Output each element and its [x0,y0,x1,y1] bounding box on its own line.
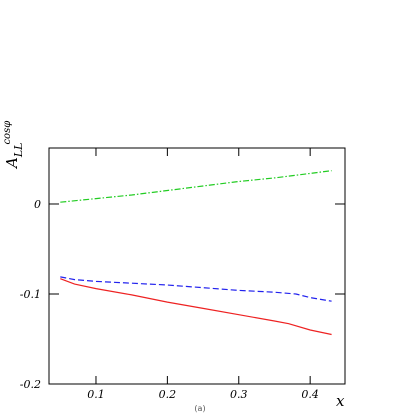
series-layer [60,170,332,336]
y-axis-title-sup: cosφ [2,121,13,145]
x-axis-ticks: 0.1 0.2 0.3 0.4 [87,148,319,401]
x-axis-title: x [336,392,345,410]
svg-text:ALLcosφ: ALLcosφ [2,121,25,170]
y-axis-title-sub: LL [12,143,25,159]
x-tick-label: 0.3 [230,388,248,401]
y-tick-label: -0.2 [20,378,41,391]
y-tick-label: -0.1 [20,288,41,301]
y-axis-title-main: A [3,157,21,170]
series-line-red-solid [60,278,332,336]
x-tick-label: 0.2 [159,388,177,401]
y-tick-label: 0 [34,198,41,211]
x-tick-label: 0.1 [87,388,105,401]
x-tick-label: 0.4 [301,388,319,401]
y-axis-ticks: 0 -0.1 -0.2 [20,198,345,391]
series-line-blue-dashed [60,276,332,302]
y-axis-title: ALLcosφ [2,121,25,170]
figure-caption: (a) [194,404,205,413]
plot-frame [48,147,346,385]
series-line-green-dashdot [60,170,332,203]
